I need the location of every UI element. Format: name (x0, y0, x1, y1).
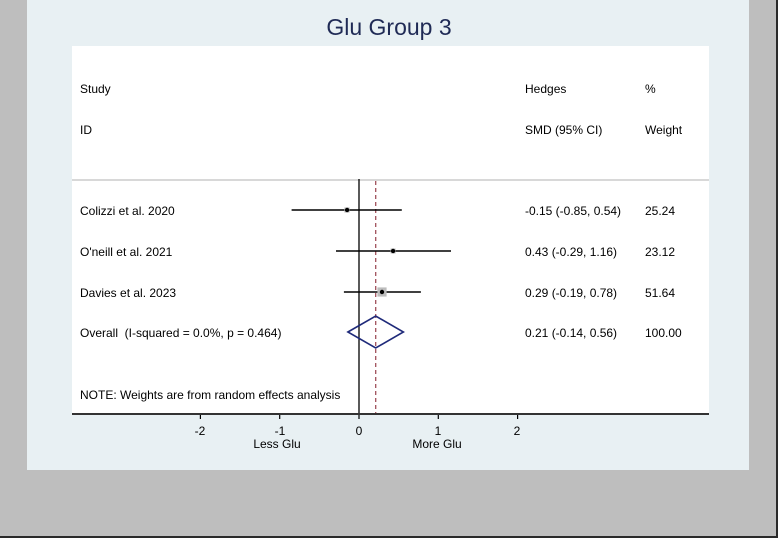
chart-title: Glu Group 3 (326, 14, 452, 40)
header-id: ID (80, 123, 92, 137)
overall-label: Overall (I-squared = 0.0%, p = 0.464) (80, 326, 282, 340)
x-tick-label: 2 (513, 424, 521, 438)
study-effect: 0.43 (-0.29, 1.16) (525, 245, 618, 259)
header-weight: Weight (645, 123, 683, 137)
x-tick-label: -2 (194, 424, 206, 438)
study-label: Colizzi et al. 2020 (80, 204, 175, 218)
window-border-right (776, 0, 778, 538)
window-border-bottom (0, 536, 778, 538)
header-study: Study (80, 82, 111, 96)
weights-note: NOTE: Weights are from random effects an… (80, 388, 341, 402)
overall-weight: 100.00 (645, 326, 682, 340)
study-label: Davies et al. 2023 (80, 286, 177, 300)
plot-region (72, 46, 709, 414)
x-tick-label: 0 (355, 424, 363, 438)
study-weight: 51.64 (645, 286, 676, 300)
x-tick-label: -1 (274, 424, 286, 438)
header-divider (72, 179, 709, 181)
x-axis-line (72, 413, 709, 415)
x-axis-caption-right: More Glu (412, 437, 462, 451)
x-tick-label: 1 (434, 424, 442, 438)
study-weight: 25.24 (645, 204, 676, 218)
study-label: O'neill et al. 2021 (80, 245, 173, 259)
header-smd-ci: SMD (95% CI) (525, 123, 603, 137)
header-percent: % (645, 82, 656, 96)
study-effect: 0.29 (-0.19, 0.78) (525, 286, 618, 300)
overall-effect: 0.21 (-0.14, 0.56) (525, 326, 618, 340)
study-weight: 23.12 (645, 245, 676, 259)
header-hedges: Hedges (525, 82, 567, 96)
x-axis-caption-left: Less Glu (253, 437, 301, 451)
study-effect: -0.15 (-0.85, 0.54) (525, 204, 622, 218)
